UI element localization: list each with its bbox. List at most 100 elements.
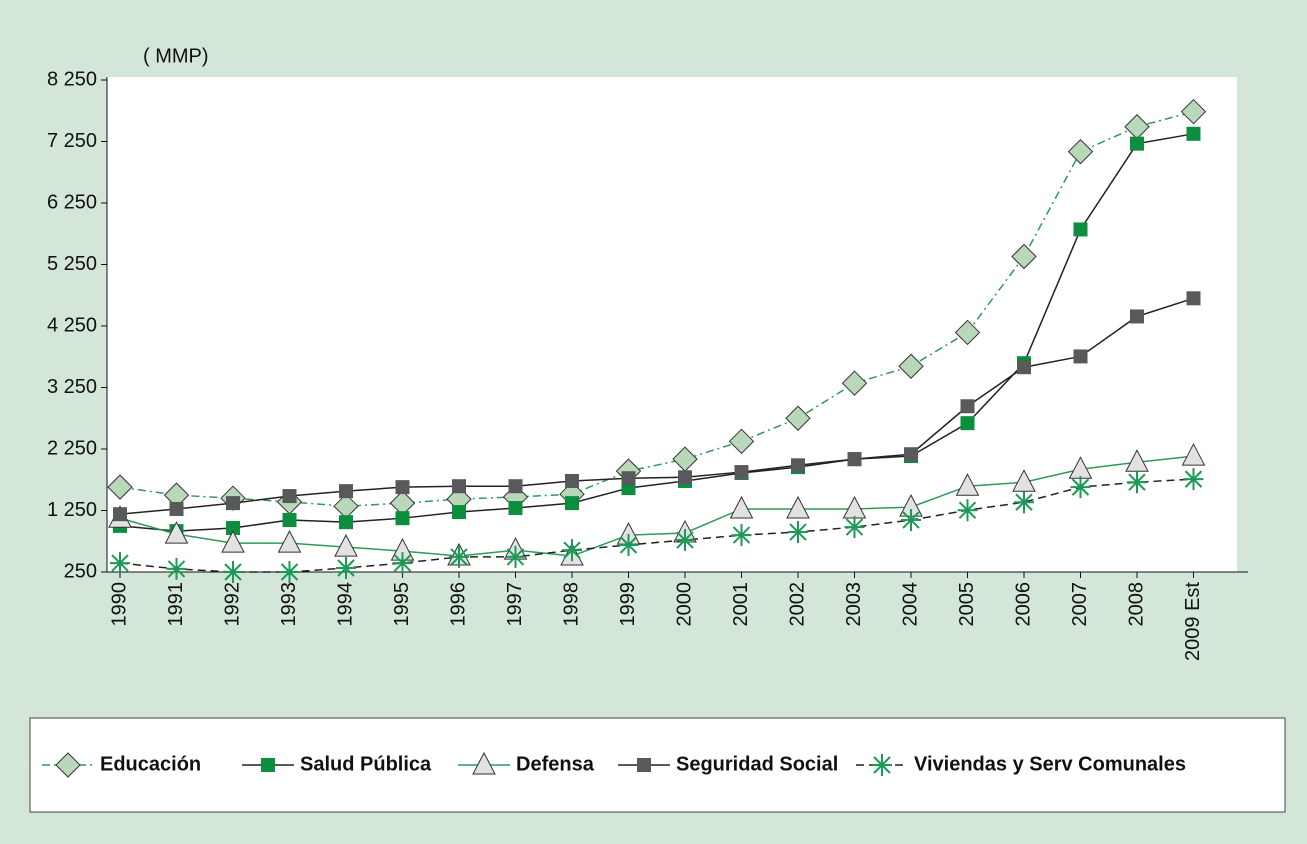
marker xyxy=(1130,136,1144,151)
marker xyxy=(169,501,184,516)
marker xyxy=(1070,476,1091,499)
marker xyxy=(960,399,975,414)
marker xyxy=(1186,291,1201,306)
marker xyxy=(731,524,752,547)
legend-item: Educación xyxy=(42,752,201,778)
legend-label: Seguridad Social xyxy=(676,753,838,775)
x-tick-label: 2006 xyxy=(1012,582,1034,627)
x-tick-label: 1999 xyxy=(617,582,639,627)
x-tick-label: 2005 xyxy=(956,582,978,627)
x-tick-label: 2001 xyxy=(730,582,752,627)
legend-label: Salud Pública xyxy=(300,753,432,775)
marker xyxy=(1073,222,1088,237)
marker xyxy=(221,530,245,553)
marker xyxy=(678,470,692,485)
marker xyxy=(1127,471,1147,494)
x-tick-label: 1993 xyxy=(278,582,300,627)
legend-marker xyxy=(637,758,651,772)
line xyxy=(119,455,1194,557)
legend-label: Defensa xyxy=(516,753,595,775)
marker xyxy=(1011,243,1037,270)
x-tick-label: 1995 xyxy=(391,582,413,627)
marker xyxy=(1130,309,1144,324)
marker xyxy=(107,474,133,500)
marker xyxy=(565,473,579,488)
marker xyxy=(336,557,356,580)
legend-marker xyxy=(872,754,892,776)
y-tick-label: 250 xyxy=(64,560,97,582)
marker xyxy=(1183,468,1204,491)
marker xyxy=(791,458,805,473)
x-tick-label: 2008 xyxy=(1125,582,1147,627)
marker xyxy=(1073,349,1088,364)
marker xyxy=(960,416,975,431)
marker xyxy=(282,489,297,504)
x-tick-label: 2003 xyxy=(843,582,865,627)
marker xyxy=(452,479,466,494)
x-tick-label: 1994 xyxy=(334,582,356,627)
marker xyxy=(226,496,240,511)
line xyxy=(119,110,1194,507)
marker xyxy=(901,509,921,532)
x-tick-label: 1991 xyxy=(165,582,187,627)
marker xyxy=(565,496,579,511)
marker xyxy=(1067,138,1094,165)
marker xyxy=(898,353,924,379)
marker xyxy=(277,530,302,553)
x-tick-label: 1992 xyxy=(221,582,243,627)
marker xyxy=(786,495,810,519)
marker xyxy=(1180,98,1207,125)
marker xyxy=(279,561,300,583)
marker xyxy=(675,529,695,552)
x-tick-label: 2004 xyxy=(899,582,921,627)
legend-marker xyxy=(472,751,496,775)
marker xyxy=(734,465,749,480)
marker xyxy=(728,428,755,455)
series xyxy=(113,291,1201,522)
x-tick-label: 2002 xyxy=(786,582,808,627)
x-tick-label: 2000 xyxy=(673,582,695,627)
x-tick-label: 1998 xyxy=(560,582,582,627)
marker xyxy=(954,319,981,346)
legend-item: Salud Pública xyxy=(242,753,432,775)
y-tick-label: 7 250 xyxy=(47,130,97,152)
y-tick-label: 5 250 xyxy=(47,253,97,275)
x-tick-label: 1997 xyxy=(504,582,526,627)
x-tick-label: 1990 xyxy=(108,582,130,627)
marker xyxy=(110,552,130,575)
y-tick-label: 1 250 xyxy=(47,499,97,521)
marker xyxy=(508,501,523,516)
y-tick-label: 4 250 xyxy=(47,314,97,336)
marker xyxy=(618,533,639,556)
marker xyxy=(788,521,808,544)
marker xyxy=(847,452,862,467)
marker xyxy=(282,513,297,528)
marker xyxy=(395,511,410,526)
marker xyxy=(1181,442,1206,466)
marker xyxy=(223,561,243,583)
marker xyxy=(729,495,754,519)
marker xyxy=(621,471,636,486)
marker xyxy=(785,405,811,431)
marker xyxy=(841,370,868,396)
marker xyxy=(449,545,469,568)
legend-marker xyxy=(55,752,81,778)
x-tick-label: 1996 xyxy=(447,582,469,627)
line xyxy=(119,297,1194,515)
y-tick-label: 3 250 xyxy=(47,376,97,398)
marker xyxy=(562,539,582,562)
legend-item: Seguridad Social xyxy=(618,753,838,775)
marker xyxy=(955,473,980,496)
marker xyxy=(392,552,413,575)
marker xyxy=(1017,360,1031,375)
y-tick-label: 6 250 xyxy=(47,191,97,213)
line xyxy=(119,478,1194,573)
marker xyxy=(957,499,978,522)
series xyxy=(110,468,1204,583)
legend-item: Viviendas y Serv Comunales xyxy=(856,753,1186,776)
marker xyxy=(113,507,127,522)
y-axis-label: ( MMP) xyxy=(143,45,209,67)
y-tick-label: 2 250 xyxy=(47,437,97,459)
y-tick-label: 8 250 xyxy=(47,68,97,90)
